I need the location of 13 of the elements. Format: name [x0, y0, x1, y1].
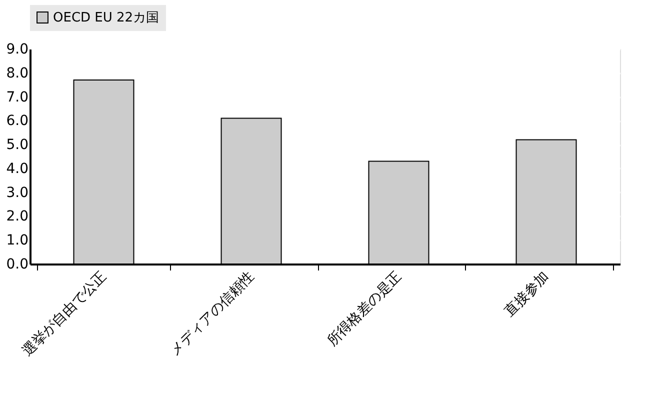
x-tick-label: メディアの信頼性	[166, 268, 258, 360]
y-tick-label: 4.0	[6, 160, 28, 177]
x-tick-label: 直接参加	[501, 268, 552, 320]
legend-label: OECD EU 22カ国	[53, 10, 160, 26]
x-tick-label: 所得格差の是正	[324, 268, 405, 350]
y-tick-label: 1.0	[6, 232, 28, 249]
y-tick-label: 8.0	[6, 65, 28, 82]
y-tick-label: 9.0	[6, 42, 28, 58]
y-tick-label: 3.0	[6, 184, 28, 201]
y-tick-label: 7.0	[6, 89, 28, 106]
y-tick-label: 2.0	[6, 208, 28, 225]
y-tick-label: 5.0	[6, 137, 28, 154]
y-tick-label: 6.0	[6, 113, 28, 130]
